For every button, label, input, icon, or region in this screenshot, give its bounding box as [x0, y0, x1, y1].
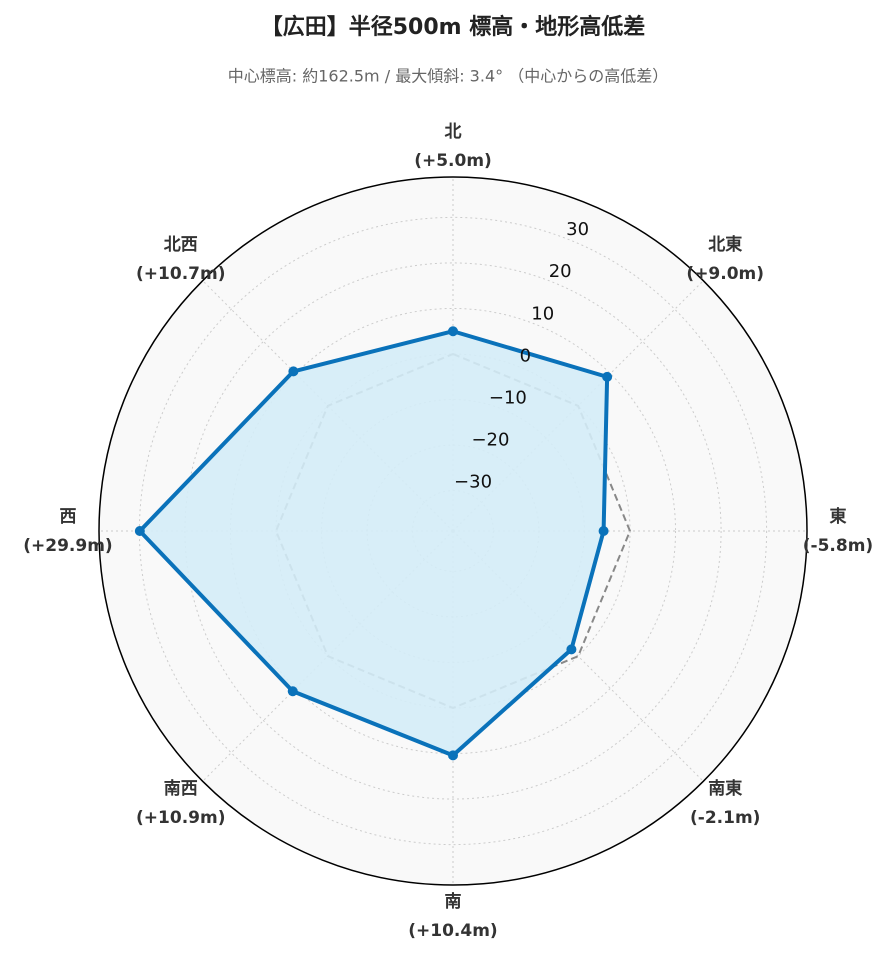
category-label: 北東 [708, 234, 742, 255]
grid-circle [138, 216, 768, 846]
value-label: (+9.0m) [686, 264, 764, 284]
r-tick-label: 0 [520, 345, 531, 366]
value-label: (-2.1m) [690, 808, 760, 828]
plot-border [98, 176, 808, 886]
data-point [448, 750, 458, 761]
data-point [598, 526, 609, 536]
category-label: 南東 [708, 778, 742, 799]
value-label: (+10.7m) [136, 264, 225, 284]
category-label: 東 [830, 506, 847, 527]
chart-subtitle: 中心標高: 約162.5m / 最大傾斜: 3.4° （中心からの高低差） [228, 67, 668, 86]
grid-circle [229, 307, 677, 755]
value-label: (+29.9m) [23, 536, 112, 556]
value-label: (+5.0m) [414, 151, 492, 171]
r-tick-label: −10 [489, 387, 527, 408]
value-label: (+10.4m) [408, 921, 497, 941]
r-tick-label: 20 [549, 261, 572, 282]
r-tick-label: 30 [566, 219, 589, 240]
data-point [566, 644, 577, 655]
category-label: 北 [445, 122, 462, 142]
chart-title: 【広田】半径500m 標高・地形高低差 [261, 14, 646, 40]
data-point [134, 526, 145, 536]
category-label: 南西 [164, 778, 198, 799]
r-tick-label: −30 [454, 472, 492, 493]
spoke [452, 530, 704, 782]
category-label: 北西 [164, 235, 198, 255]
value-label: (-5.8m) [803, 536, 873, 556]
category-label: 西 [60, 507, 77, 527]
r-tick-label: −20 [471, 430, 509, 451]
data-point [448, 326, 458, 337]
data-point [288, 366, 299, 377]
data-point [602, 371, 613, 382]
value-label: (+10.9m) [136, 808, 225, 828]
category-label: 南 [445, 891, 462, 912]
r-tick-label: 10 [531, 303, 554, 324]
data-point [287, 686, 298, 697]
